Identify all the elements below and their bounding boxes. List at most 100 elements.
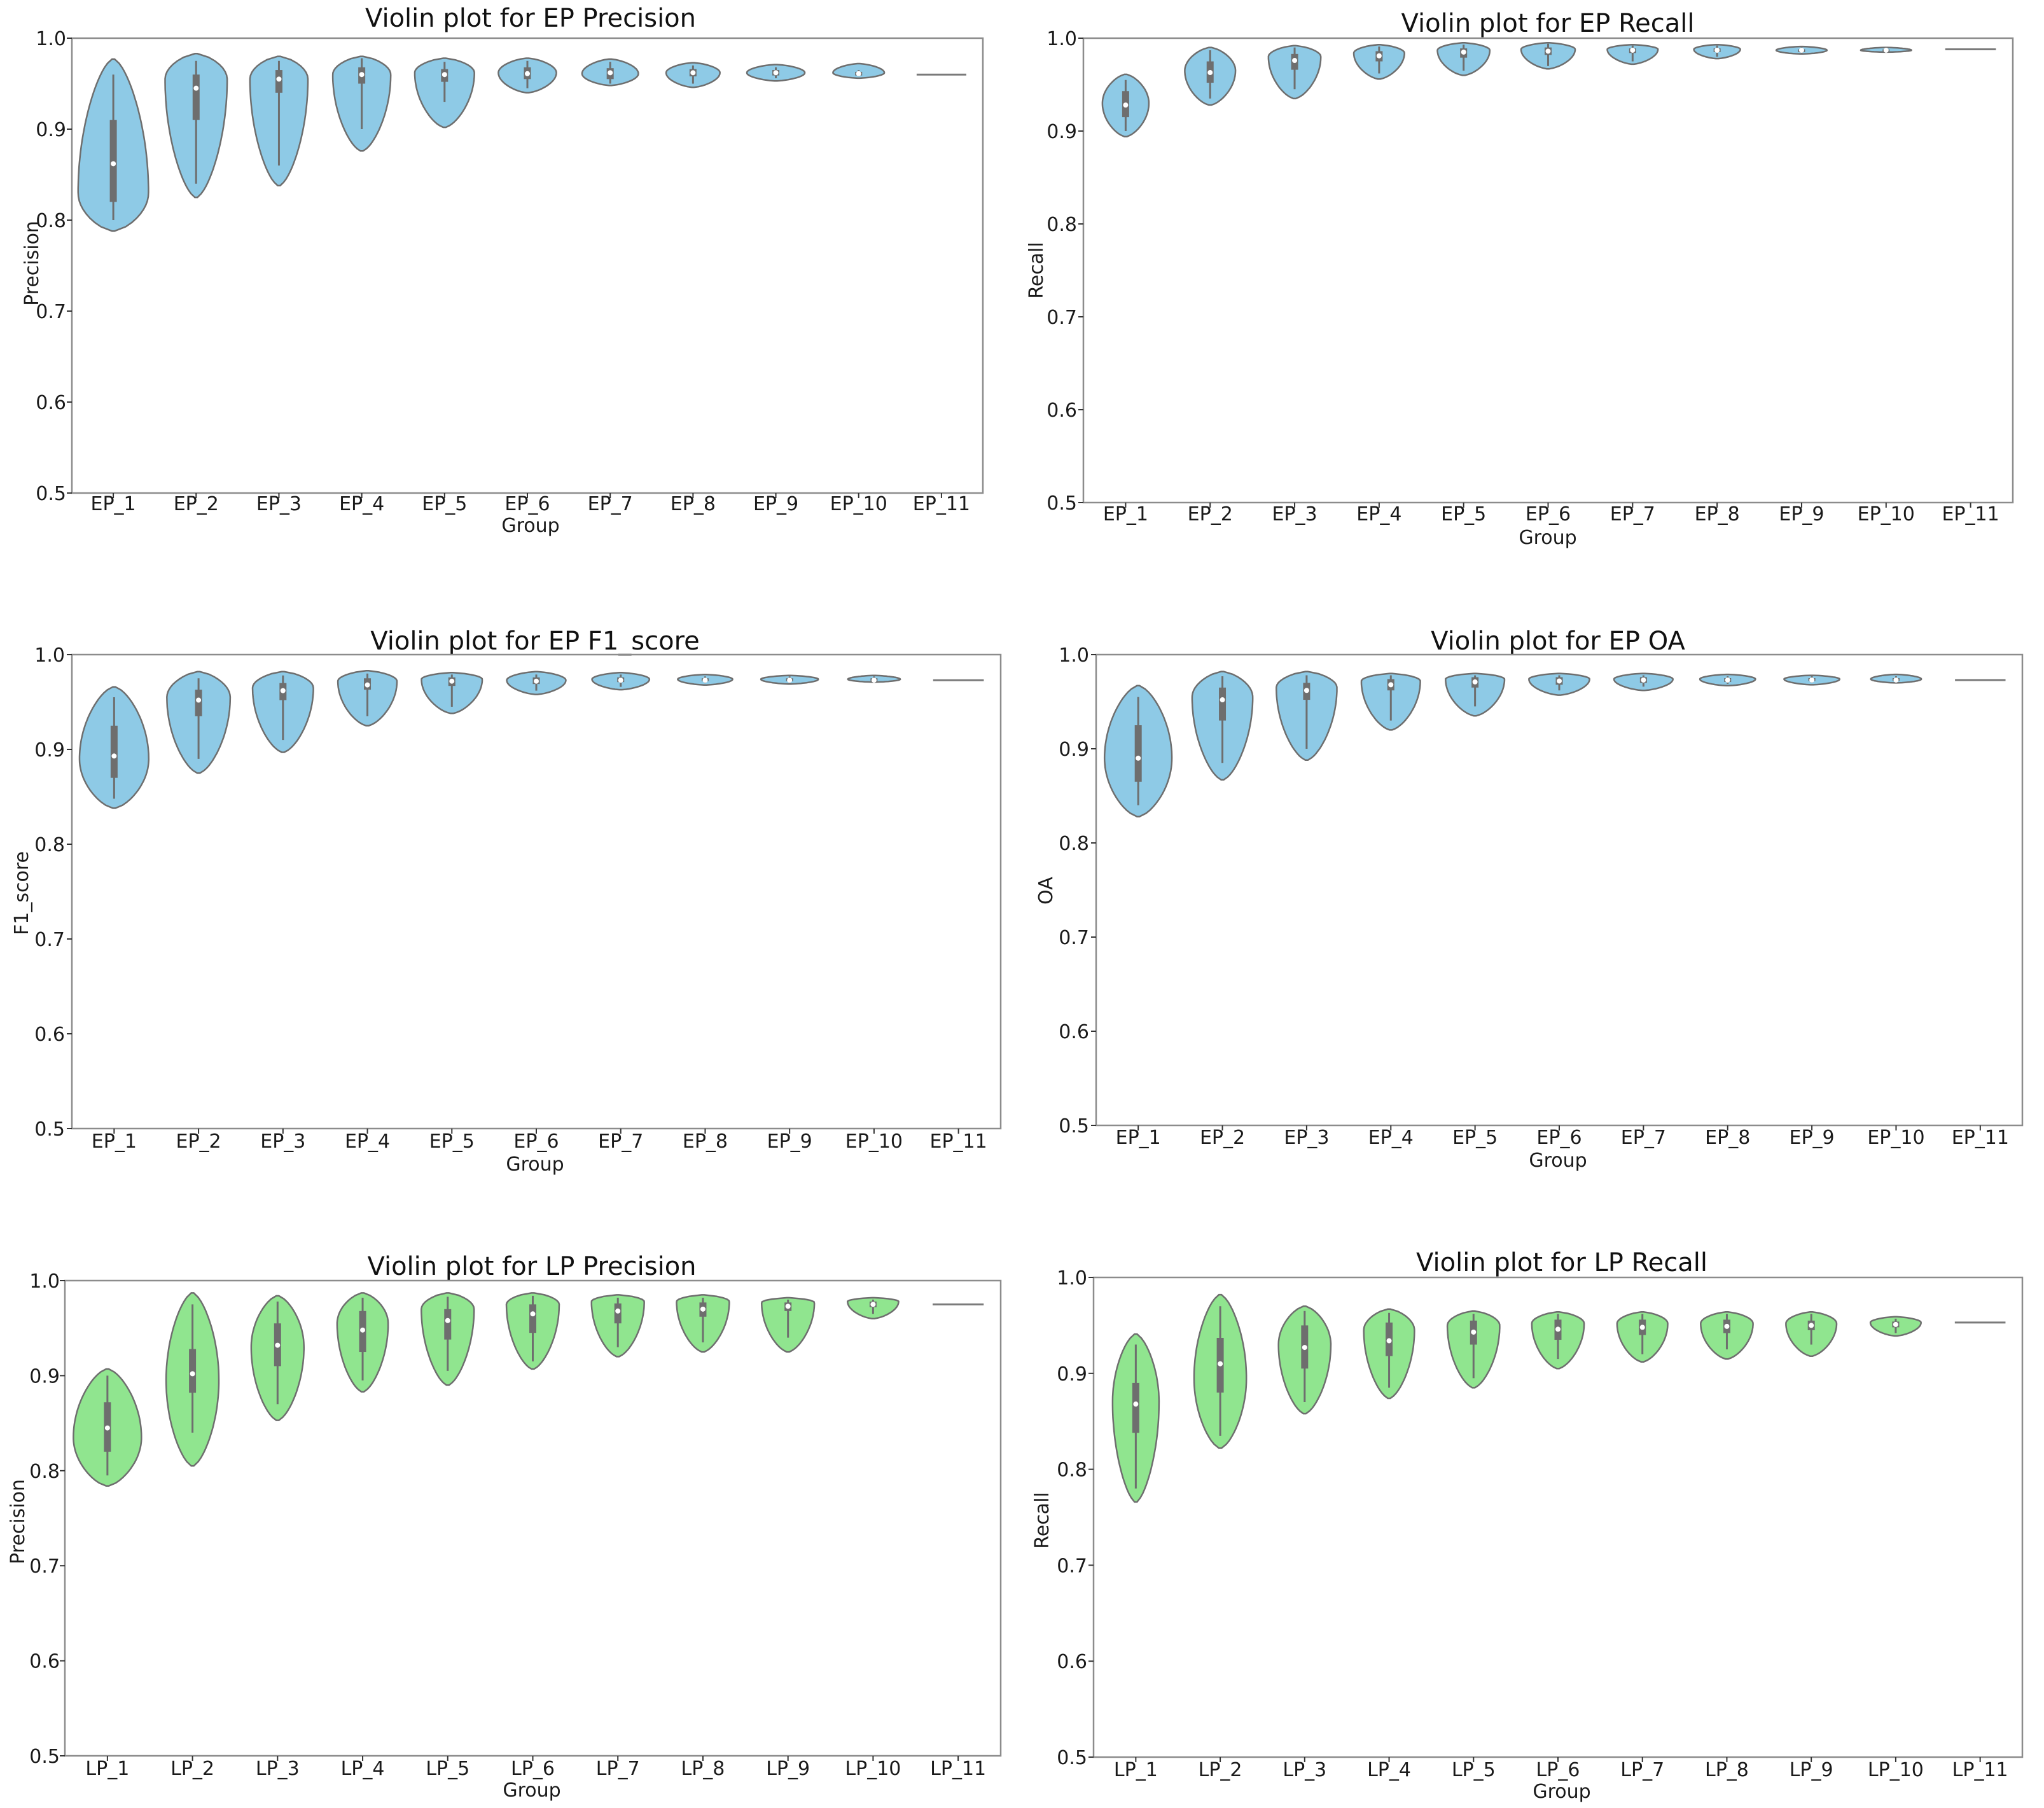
- y-tick-label: 0.7: [1059, 927, 1089, 949]
- violin-ep-5: [1445, 672, 1506, 717]
- violin-median: [359, 72, 365, 78]
- violin-median: [193, 85, 199, 91]
- x-tick-label: EP_11: [1942, 503, 1999, 525]
- violin-ep-9: [1775, 45, 1828, 55]
- x-tick-label: EP_1: [91, 493, 136, 515]
- y-tick-label: 1.0: [1057, 1267, 1087, 1290]
- x-tick-label: LP_4: [1367, 1759, 1411, 1781]
- violin-median: [787, 678, 793, 683]
- violin-median: [702, 678, 708, 683]
- x-tick-label: EP_3: [1272, 503, 1317, 525]
- x-tick-label: EP_3: [1284, 1127, 1329, 1149]
- violin-median: [1461, 49, 1466, 55]
- x-tick-label: EP_8: [683, 1130, 728, 1153]
- x-tick-label: EP_1: [92, 1130, 137, 1153]
- violin-ep-8: [665, 62, 721, 88]
- violin-ep-1: [1103, 685, 1173, 817]
- violin-lp-2: [165, 1292, 220, 1467]
- violin-ep-6: [1520, 42, 1576, 70]
- violin-median: [1798, 47, 1804, 53]
- violin-median: [1809, 1323, 1814, 1328]
- y-tick-label: 0.9: [36, 119, 66, 141]
- x-tick-label: EP_5: [422, 493, 467, 515]
- violin-median: [1207, 70, 1213, 76]
- violin-median: [1123, 102, 1129, 108]
- violin-median: [1472, 679, 1478, 685]
- violin-median: [1714, 47, 1720, 53]
- violin-ep-10: [1860, 46, 1912, 53]
- y-tick-label: 0.9: [1059, 739, 1089, 761]
- violin-iqr-box: [189, 1349, 197, 1393]
- violin-median: [275, 1342, 281, 1348]
- violin-median: [1893, 1321, 1898, 1327]
- violin-ep-5: [1436, 42, 1491, 76]
- violin-ep-5: [421, 672, 483, 714]
- x-tick-label: EP_2: [1188, 503, 1233, 525]
- x-axis-label: Group: [501, 515, 559, 537]
- x-tick-label: EP_6: [1536, 1127, 1582, 1149]
- y-tick-label: 0.5: [36, 483, 66, 505]
- violin-lp-10: [847, 1297, 900, 1320]
- x-tick-label: EP_10: [845, 1130, 903, 1153]
- y-axis-label: F1_score: [11, 851, 33, 935]
- violin-ep-4: [337, 670, 398, 727]
- violin-ep-3: [1276, 671, 1338, 761]
- panel-lp-recall: Violin plot for LP Recall Group Recall 0…: [1031, 1248, 2024, 1803]
- violin-median: [1555, 1326, 1561, 1332]
- x-tick-label: EP_2: [1200, 1127, 1245, 1149]
- x-tick-label: EP_6: [513, 1130, 559, 1153]
- violin-ep-6: [1528, 672, 1590, 696]
- violin-median: [1557, 678, 1562, 684]
- x-tick-label: EP_11: [930, 1130, 987, 1153]
- violin-lp-7: [1616, 1311, 1669, 1363]
- violin-ep-8: [1699, 673, 1756, 687]
- x-tick-label: LP_6: [511, 1758, 555, 1780]
- y-tick-label: 0.9: [1046, 121, 1077, 143]
- violin-ep-1: [1101, 73, 1150, 138]
- x-tick-label: EP_7: [588, 493, 633, 515]
- violin-ep-2: [1184, 46, 1237, 106]
- x-axis-label: Group: [503, 1779, 560, 1802]
- violin-lp-3: [1277, 1305, 1332, 1415]
- x-tick-label: LP_7: [1620, 1759, 1664, 1781]
- violin-median: [276, 76, 282, 82]
- violin-lp-4: [336, 1292, 389, 1393]
- y-axis-label: Recall: [1031, 1492, 1053, 1549]
- violin-lp-2: [1193, 1293, 1248, 1449]
- y-tick-label: 0.5: [29, 1746, 60, 1768]
- violin-median: [1724, 1323, 1730, 1329]
- violin-median: [871, 678, 877, 683]
- violin-median: [1809, 677, 1815, 683]
- chart-title: Violin plot for LP Precision: [367, 1252, 696, 1281]
- violin-median: [445, 1318, 450, 1323]
- y-tick-label: 0.8: [29, 1461, 60, 1483]
- x-tick-label: EP_7: [1621, 1127, 1666, 1149]
- violin-ep-7: [581, 58, 639, 87]
- violin-lp-8: [676, 1294, 730, 1353]
- violin-lp-6: [1531, 1311, 1585, 1370]
- x-tick-label: LP_9: [1790, 1759, 1833, 1781]
- violin-ep-1: [77, 58, 149, 232]
- x-axis-label: Group: [1533, 1781, 1590, 1803]
- violin-ep-4: [1360, 672, 1421, 731]
- violin-iqr-box: [444, 1309, 452, 1340]
- violin-median: [618, 678, 623, 683]
- x-tick-label: EP_1: [1116, 1127, 1161, 1149]
- violin-median: [111, 753, 117, 759]
- y-tick-label: 1.0: [36, 28, 66, 50]
- x-tick-label: LP_1: [1114, 1759, 1158, 1781]
- violin-ep-8: [676, 674, 733, 686]
- violin-median: [608, 70, 613, 76]
- x-axis-label: Group: [506, 1153, 564, 1176]
- x-tick-label: LP_5: [1452, 1759, 1496, 1781]
- x-tick-label: LP_3: [256, 1758, 300, 1780]
- violin-median: [615, 1308, 621, 1314]
- chart-title: Violin plot for EP OA: [1431, 627, 1685, 656]
- x-tick-label: LP_3: [1283, 1759, 1326, 1781]
- violin-median: [441, 72, 447, 78]
- x-tick-label: LP_11: [930, 1758, 986, 1780]
- violin-median: [1304, 688, 1309, 693]
- x-tick-label: EP_8: [671, 493, 716, 515]
- x-axis-label: Group: [1529, 1150, 1587, 1172]
